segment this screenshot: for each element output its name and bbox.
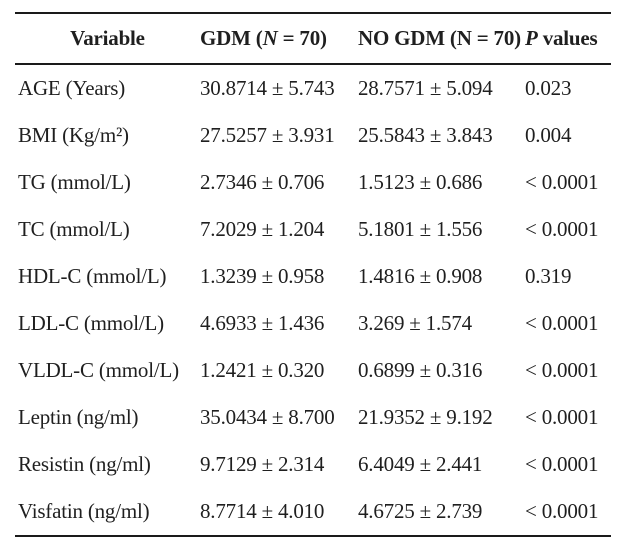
table-row: TG (mmol/L) 2.7346 ± 0.706 1.5123 ± 0.68… — [15, 159, 611, 206]
header-gdm-post: = 70) — [277, 26, 327, 50]
cell-gdm-value: 1.3239 ± 0.958 — [200, 264, 325, 288]
cell-no-gdm-value: 3.269 ± 1.574 — [358, 311, 472, 335]
cell-p-value: 0.004 — [525, 123, 572, 147]
cell-p-value: < 0.0001 — [525, 217, 599, 241]
table-row: Leptin (ng/ml) 35.0434 ± 8.700 21.9352 ±… — [15, 394, 611, 441]
cell-variable: Resistin (ng/ml) — [18, 452, 151, 476]
cell-p-value: < 0.0001 — [525, 358, 599, 382]
table-row: LDL-C (mmol/L) 4.6933 ± 1.436 3.269 ± 1.… — [15, 300, 611, 347]
cell-p-value: < 0.0001 — [525, 452, 599, 476]
cell-gdm-value: 35.0434 ± 8.700 — [200, 405, 335, 429]
cell-variable: HDL-C (mmol/L) — [18, 264, 167, 288]
cell-variable: VLDL-C (mmol/L) — [18, 358, 179, 382]
column-header-p-values: P values — [525, 28, 611, 49]
cell-gdm-value: 1.2421 ± 0.320 — [200, 358, 325, 382]
cell-variable: LDL-C (mmol/L) — [18, 311, 164, 335]
cell-no-gdm-value: 25.5843 ± 3.843 — [358, 123, 493, 147]
cell-variable: TC (mmol/L) — [18, 217, 130, 241]
cell-variable: Leptin (ng/ml) — [18, 405, 139, 429]
table-header-row: Variable GDM (N = 70) NO GDM (N = 70) P … — [15, 14, 611, 65]
cell-gdm-value: 30.8714 ± 5.743 — [200, 76, 335, 100]
cell-p-value: < 0.0001 — [525, 499, 599, 523]
cell-no-gdm-value: 21.9352 ± 9.192 — [358, 405, 493, 429]
cell-p-value: 0.023 — [525, 76, 572, 100]
cell-no-gdm-value: 5.1801 ± 1.556 — [358, 217, 483, 241]
cell-p-value: < 0.0001 — [525, 311, 599, 335]
cell-gdm-value: 9.7129 ± 2.314 — [200, 452, 325, 476]
cell-variable: TG (mmol/L) — [18, 170, 131, 194]
column-header-variable: Variable — [70, 26, 145, 50]
cell-p-value: 0.319 — [525, 264, 572, 288]
comparison-table: Variable GDM (N = 70) NO GDM (N = 70) P … — [15, 12, 611, 537]
cell-no-gdm-value: 4.6725 ± 2.739 — [358, 499, 483, 523]
table-row: Visfatin (ng/ml) 8.7714 ± 4.010 4.6725 ±… — [15, 488, 611, 535]
table-row: AGE (Years) 30.8714 ± 5.743 28.7571 ± 5.… — [15, 65, 611, 112]
header-p-italic: P — [525, 26, 538, 50]
cell-variable: AGE (Years) — [18, 76, 126, 100]
cell-no-gdm-value: 6.4049 ± 2.441 — [358, 452, 483, 476]
table-row: Resistin (ng/ml) 9.7129 ± 2.314 6.4049 ±… — [15, 441, 611, 488]
cell-no-gdm-value: 1.5123 ± 0.686 — [358, 170, 483, 194]
header-gdm-n-italic: N — [262, 26, 278, 50]
cell-p-value: < 0.0001 — [525, 405, 599, 429]
column-header-no-gdm: NO GDM (N = 70) — [358, 26, 521, 50]
column-header-gdm: GDM (N = 70) — [200, 28, 358, 49]
cell-gdm-value: 2.7346 ± 0.706 — [200, 170, 325, 194]
cell-no-gdm-value: 28.7571 ± 5.094 — [358, 76, 493, 100]
table-body: AGE (Years) 30.8714 ± 5.743 28.7571 ± 5.… — [15, 65, 611, 535]
cell-gdm-value: 7.2029 ± 1.204 — [200, 217, 325, 241]
cell-no-gdm-value: 1.4816 ± 0.908 — [358, 264, 483, 288]
table-row: VLDL-C (mmol/L) 1.2421 ± 0.320 0.6899 ± … — [15, 347, 611, 394]
cell-variable: BMI (Kg/m²) — [18, 123, 129, 147]
cell-p-value: < 0.0001 — [525, 170, 599, 194]
table-row: BMI (Kg/m²) 27.5257 ± 3.931 25.5843 ± 3.… — [15, 112, 611, 159]
cell-gdm-value: 8.7714 ± 4.010 — [200, 499, 325, 523]
cell-gdm-value: 4.6933 ± 1.436 — [200, 311, 325, 335]
header-p-rest: values — [537, 26, 598, 50]
table-row: HDL-C (mmol/L) 1.3239 ± 0.958 1.4816 ± 0… — [15, 253, 611, 300]
header-gdm-pre: GDM ( — [200, 26, 263, 50]
table-row: TC (mmol/L) 7.2029 ± 1.204 5.1801 ± 1.55… — [15, 206, 611, 253]
cell-gdm-value: 27.5257 ± 3.931 — [200, 123, 335, 147]
cell-no-gdm-value: 0.6899 ± 0.316 — [358, 358, 483, 382]
cell-variable: Visfatin (ng/ml) — [18, 499, 150, 523]
